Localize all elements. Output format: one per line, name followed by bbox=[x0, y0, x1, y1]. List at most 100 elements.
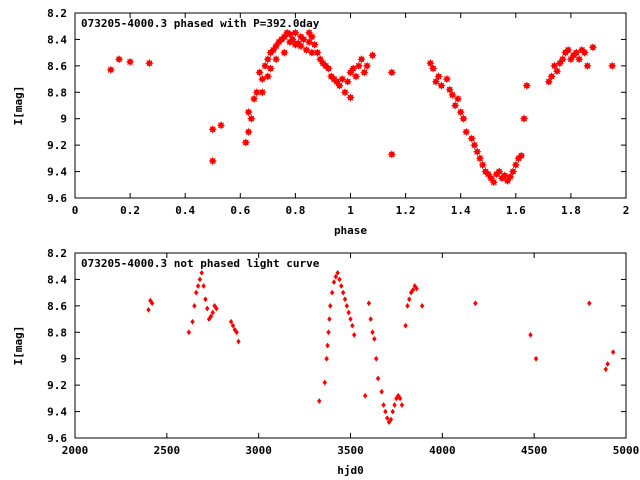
data-point bbox=[414, 285, 419, 292]
data-point bbox=[368, 51, 377, 60]
data-point bbox=[456, 107, 465, 117]
data-point bbox=[368, 316, 373, 322]
data-point bbox=[192, 302, 197, 309]
data-point bbox=[199, 269, 204, 276]
x-tick-label: 0.6 bbox=[230, 204, 250, 217]
data-point bbox=[467, 134, 476, 143]
data-point bbox=[451, 101, 460, 110]
data-point bbox=[346, 93, 355, 102]
data-point bbox=[307, 48, 317, 57]
data-point bbox=[351, 332, 357, 338]
y-tick-label: 8.4 bbox=[47, 273, 67, 286]
data-point bbox=[370, 329, 375, 336]
data-point bbox=[558, 55, 567, 64]
y-tick-label: 9 bbox=[60, 113, 67, 126]
unphased-light-curve-plot: 2000 2500 3000 3500 4000 4500 5000 8.2 8.4 8.6 8.8… bbox=[12, 247, 639, 477]
data-point bbox=[197, 276, 203, 283]
data-point bbox=[266, 64, 275, 73]
data-point bbox=[241, 138, 250, 147]
y-tick-label: 8.2 bbox=[47, 7, 67, 20]
x-tick-label: 1.2 bbox=[396, 204, 416, 217]
y-tick-label: 8.6 bbox=[47, 60, 67, 73]
data-point bbox=[473, 147, 482, 156]
data-point bbox=[403, 322, 408, 329]
x-tick-label: 1.6 bbox=[506, 204, 526, 217]
y-tick-label: 9.6 bbox=[47, 192, 67, 205]
data-point bbox=[495, 167, 504, 176]
data-point bbox=[349, 64, 358, 73]
data-point bbox=[244, 107, 253, 117]
data-point bbox=[205, 305, 210, 312]
data-point bbox=[410, 287, 416, 293]
data-point bbox=[397, 395, 403, 402]
data-point bbox=[379, 388, 384, 395]
y-tick-label: 9.2 bbox=[47, 379, 67, 392]
data-point bbox=[390, 408, 395, 415]
data-point bbox=[324, 355, 329, 362]
data-point bbox=[387, 150, 396, 159]
data-point bbox=[547, 72, 556, 81]
phased-light-curve-plot: 0 0.2 0.4 0.6 0.8 1 1.2 1.4 1.6 1.8 2 8.2 8.4 8.6 8.8 9… bbox=[12, 7, 629, 237]
data-point bbox=[194, 289, 199, 296]
data-point bbox=[338, 74, 347, 84]
data-point bbox=[552, 66, 562, 76]
y-axis-label: I[mag] bbox=[12, 86, 25, 126]
x-tick-label: 0.8 bbox=[285, 204, 305, 217]
x-tick-label: 2000 bbox=[62, 444, 89, 457]
data-point bbox=[206, 316, 212, 322]
data-point bbox=[258, 74, 267, 84]
data-point bbox=[106, 65, 115, 74]
data-point bbox=[203, 296, 208, 303]
data-point bbox=[212, 302, 217, 309]
data-point bbox=[419, 302, 425, 309]
y-tick-label: 9.4 bbox=[47, 166, 67, 179]
data-point bbox=[342, 296, 348, 303]
data-point bbox=[587, 300, 592, 307]
data-point bbox=[399, 402, 405, 408]
data-point bbox=[608, 61, 617, 71]
data-point bbox=[583, 61, 592, 71]
data-point bbox=[517, 151, 526, 160]
data-point bbox=[475, 154, 485, 163]
data-point bbox=[489, 177, 498, 187]
data-point bbox=[405, 302, 410, 309]
data-point bbox=[228, 318, 234, 325]
data-point bbox=[572, 48, 581, 57]
data-point bbox=[249, 94, 259, 104]
data-point bbox=[236, 338, 241, 345]
data-point bbox=[351, 72, 361, 81]
y-tick-label: 9.6 bbox=[47, 432, 67, 445]
data-point bbox=[327, 316, 332, 322]
data-point bbox=[331, 279, 337, 285]
data-point bbox=[305, 37, 314, 47]
x-tick-label: 4500 bbox=[521, 444, 548, 457]
data-point bbox=[372, 336, 377, 342]
data-point bbox=[280, 48, 289, 57]
plot-title: 073205-4000.3 phased with P=392.0day bbox=[81, 17, 320, 30]
data-point bbox=[288, 35, 297, 44]
data-point bbox=[381, 402, 386, 408]
data-point bbox=[337, 276, 342, 283]
data-point bbox=[208, 313, 214, 320]
data-point bbox=[459, 114, 468, 123]
plot-frame bbox=[74, 12, 627, 199]
data-point bbox=[271, 55, 281, 64]
data-point bbox=[201, 283, 206, 289]
y-tick-label: 9.4 bbox=[47, 406, 67, 419]
axis-ticks: 0 0.2 0.4 0.6 0.8 1 1.2 1.4 1.6 1.8 2 8.2 8.4 8.6 8.8 9… bbox=[47, 7, 629, 217]
data-point bbox=[428, 64, 438, 73]
data-point bbox=[374, 355, 379, 362]
data-point bbox=[357, 55, 366, 64]
data-point bbox=[340, 289, 346, 296]
data-point bbox=[470, 140, 479, 150]
data-point bbox=[195, 283, 201, 289]
data-point bbox=[506, 172, 515, 182]
data-point bbox=[528, 332, 533, 338]
data-point bbox=[448, 90, 457, 100]
data-point bbox=[392, 402, 397, 408]
x-tick-label: 0.4 bbox=[175, 204, 195, 217]
data-point bbox=[186, 329, 192, 336]
data-point bbox=[453, 94, 463, 104]
data-point bbox=[511, 160, 520, 170]
x-tick-label: 5000 bbox=[613, 444, 640, 457]
